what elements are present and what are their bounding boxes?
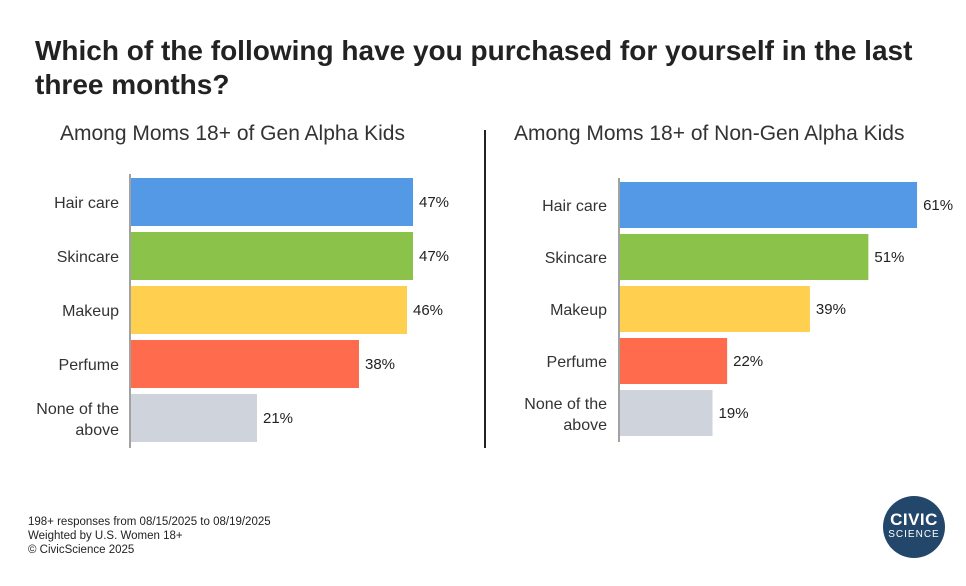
left-value-label-perfume: 38% xyxy=(365,356,395,373)
right-category-label-skincare: Skincare xyxy=(545,250,607,267)
left-bar-makeup xyxy=(131,286,407,334)
footnotes: 198+ responses from 08/15/2025 to 08/19/… xyxy=(28,515,271,557)
right-bar-hair-care xyxy=(620,182,918,228)
left-category-label-none-of-the-above: None of the above xyxy=(36,401,119,439)
left-value-label-skincare: 47% xyxy=(419,248,449,265)
footnote-weighting: Weighted by U.S. Women 18+ xyxy=(28,530,183,542)
left-category-label-makeup: Makeup xyxy=(62,303,119,320)
left-category-label-perfume: Perfume xyxy=(59,357,120,374)
left-bar-skincare xyxy=(131,232,413,280)
left-bar-perfume xyxy=(131,340,359,388)
left-value-label-makeup: 46% xyxy=(413,302,443,319)
right-bar-skincare xyxy=(620,234,869,280)
civicscience-logo: CIVIC SCIENCE xyxy=(883,496,945,558)
right-value-label-perfume: 22% xyxy=(733,353,763,370)
left-bar-none-of-the-above xyxy=(131,394,257,442)
left-chart-subtitle: Among Moms 18+ of Gen Alpha Kids xyxy=(60,122,405,145)
panel-divider xyxy=(484,130,486,448)
right-chart-subtitle: Among Moms 18+ of Non-Gen Alpha Kids xyxy=(514,122,905,145)
left-value-label-hair-care: 47% xyxy=(419,194,449,211)
left-bar-hair-care xyxy=(131,178,413,226)
left-value-label-none-of-the-above: 21% xyxy=(263,410,293,427)
right-value-label-skincare: 51% xyxy=(874,249,904,266)
left-category-label-hair-care: Hair care xyxy=(54,195,119,212)
right-category-label-makeup: Makeup xyxy=(550,302,607,319)
right-category-label-none-of-the-above: None of the above xyxy=(524,396,607,434)
right-category-label-hair-care: Hair care xyxy=(542,198,607,215)
right-bar-perfume xyxy=(620,338,728,384)
footnote-responses: 198+ responses from 08/15/2025 to 08/19/… xyxy=(28,516,271,528)
chart-title: Which of the following have you purchase… xyxy=(35,35,913,100)
right-value-label-hair-care: 61% xyxy=(923,197,953,214)
footnote-copyright: © CivicScience 2025 xyxy=(28,544,135,556)
logo-line2: SCIENCE xyxy=(888,529,940,540)
right-category-label-perfume: Perfume xyxy=(547,354,608,371)
right-bar-none-of-the-above xyxy=(620,390,713,436)
right-value-label-none-of-the-above: 19% xyxy=(719,405,749,422)
right-value-label-makeup: 39% xyxy=(816,301,846,318)
logo-line1: CIVIC xyxy=(890,510,938,529)
right-bar-makeup xyxy=(620,286,810,332)
left-category-label-skincare: Skincare xyxy=(57,249,119,266)
